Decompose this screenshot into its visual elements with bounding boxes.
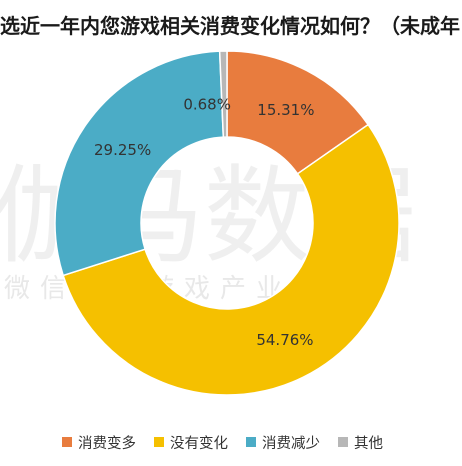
slice-2 [62,123,400,396]
slice-3 [54,50,225,277]
slice-label-2: 54.76% [256,331,313,349]
legend-label: 其他 [354,435,383,452]
legend-item-2: 没有变化 [154,432,228,453]
legend-label: 消费变多 [78,435,136,452]
chart-legend: 消费变多 没有变化 消费减少 其他 [62,430,383,454]
legend-item-3: 消费减少 [246,432,320,453]
slice-1 [226,50,370,175]
legend-item-1: 消费变多 [62,432,136,453]
slice-label-3: 29.25% [94,141,151,159]
legend-label: 消费减少 [262,435,320,452]
slice-label-1: 15.31% [257,101,314,119]
legend-label: 没有变化 [170,435,228,452]
slice-label-4: 0.68% [183,96,231,114]
legend-swatch [154,437,164,447]
chart-title: 选近一年内您游戏相关消费变化情况如何？（未成年 [0,14,460,38]
slice-4 [218,50,228,138]
legend-swatch [62,437,72,447]
legend-item-4: 其他 [338,432,383,453]
legend-swatch [246,437,256,447]
legend-swatch [338,437,348,447]
